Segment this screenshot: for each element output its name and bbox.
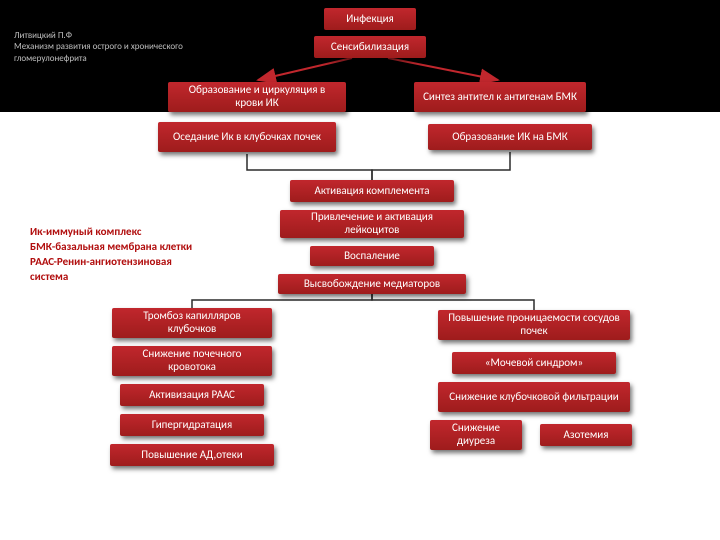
flow-node-label: Привлечение и активация лейкоцитов: [286, 211, 458, 236]
legend-line: система: [30, 270, 192, 285]
flow-node-label: Образование ИК на БМК: [452, 131, 567, 144]
flow-node-bloodflow: Снижение почечного кровотока: [112, 346, 272, 376]
flow-node-label: Повышение АД,отеки: [141, 449, 242, 462]
flow-node-label: Инфекция: [346, 13, 394, 26]
flow-node-permeability: Повышение проницаемости сосудов почек: [438, 310, 630, 340]
legend-line: БМК-базальная мембрана клетки: [30, 240, 192, 255]
flow-node-label: Тромбоз капилляров клубочков: [118, 310, 266, 335]
flow-node-leukocytes: Привлечение и активация лейкоцитов: [280, 210, 464, 238]
flow-node-gfr: Снижение клубочковой фильтрации: [438, 382, 630, 412]
flow-node-label: Повышение проницаемости сосудов почек: [444, 312, 624, 337]
flow-node-ik_formation: Образование и циркуляция в крови ИК: [168, 82, 346, 112]
attribution-line: гломерулонефрита: [14, 53, 183, 64]
flow-node-label: Синтез антител к антигенам БМК: [423, 91, 577, 104]
flow-node-label: Активизация РААС: [149, 389, 235, 402]
flow-node-complement: Активация комплемента: [290, 180, 454, 202]
attribution-line: Механизм развития острого и хронического: [14, 41, 183, 52]
legend-line: Ик-иммуный комплекс: [30, 225, 192, 240]
flow-node-hyperhydration: Гипергидратация: [120, 414, 264, 436]
flow-node-label: Образование и циркуляция в крови ИК: [174, 84, 340, 109]
flow-node-inflammation: Воспаление: [310, 246, 434, 266]
flow-node-label: Снижение почечного кровотока: [118, 348, 266, 373]
flow-node-edema: Повышение АД,отеки: [110, 444, 274, 466]
legend-line: РААС-Ренин-ангиотензиновая: [30, 255, 192, 270]
attribution-text: Литвицкий П.Ф Механизм развития острого …: [14, 30, 183, 64]
flow-node-sensitization: Сенсибилизация: [314, 36, 426, 58]
flow-node-label: Гипергидратация: [152, 419, 232, 432]
flow-node-label: Снижение клубочковой фильтрации: [449, 391, 618, 404]
flow-node-label: Высвобождение медиаторов: [304, 278, 440, 291]
flow-node-mediators: Высвобождение медиаторов: [278, 274, 466, 294]
flow-node-urinary: «Мочевой синдром»: [452, 352, 616, 374]
flow-node-infection: Инфекция: [324, 8, 416, 30]
flow-node-ik_on_bmk: Образование ИК на БМК: [428, 124, 592, 150]
flow-node-ik_deposition: Оседание Ик в клубочках почек: [158, 122, 336, 152]
flow-node-raas: Активизация РААС: [120, 384, 264, 406]
flow-node-label: Сенсибилизация: [331, 41, 409, 54]
flow-node-antibody_synth: Синтез антител к антигенам БМК: [414, 82, 586, 112]
flow-node-label: Оседание Ик в клубочках почек: [173, 131, 321, 144]
flow-node-label: Снижение диуреза: [436, 422, 516, 447]
legend-text: Ик-иммуный комплекс БМК-базальная мембра…: [30, 225, 192, 284]
flow-node-label: Воспаление: [344, 250, 400, 263]
flow-node-label: Активация комплемента: [314, 185, 429, 198]
flow-node-thrombosis: Тромбоз капилляров клубочков: [112, 308, 272, 338]
attribution-line: Литвицкий П.Ф: [14, 30, 183, 41]
flow-node-diuresis: Снижение диуреза: [430, 420, 522, 450]
flow-node-label: Азотемия: [564, 429, 609, 442]
flow-node-label: «Мочевой синдром»: [485, 357, 583, 370]
flow-node-azotemia: Азотемия: [540, 424, 632, 446]
